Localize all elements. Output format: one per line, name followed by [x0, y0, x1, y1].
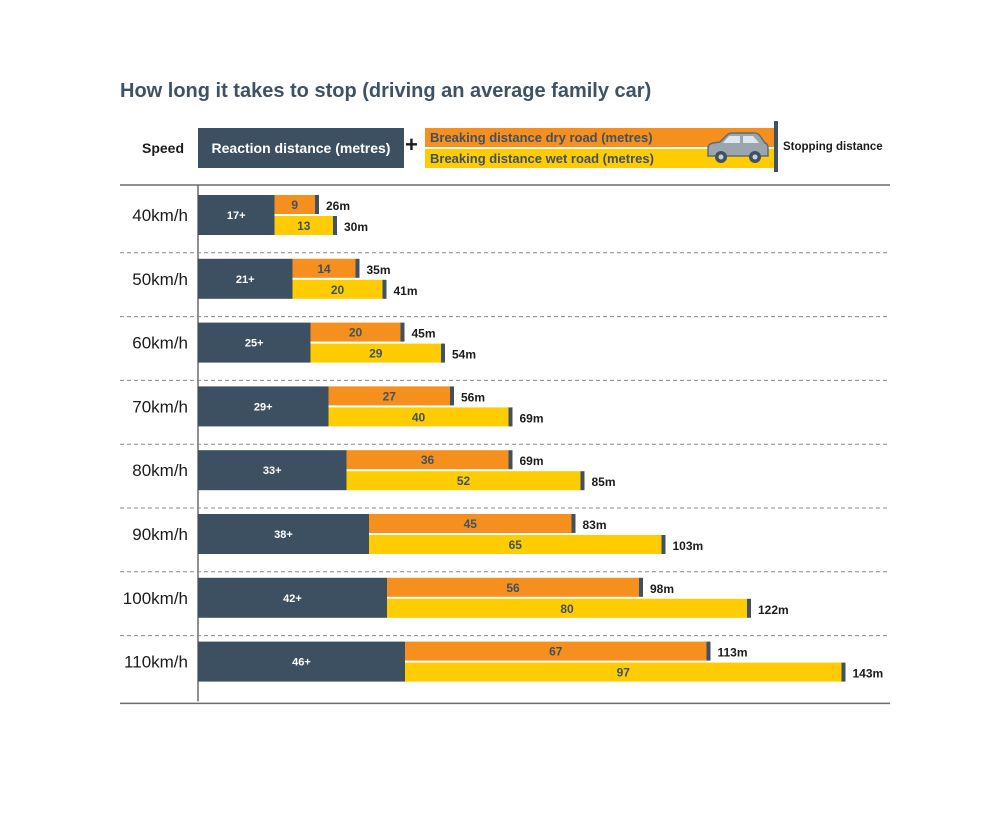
dry-value-label: 56	[506, 581, 520, 595]
reaction-value-label: 17+	[227, 210, 246, 222]
legend-braking-wet: Breaking distance wet road (metres)	[425, 149, 775, 168]
reaction-value-label: 46+	[292, 657, 311, 669]
wet-stopping-label: 85m	[592, 475, 616, 489]
wet-value-label: 97	[617, 666, 631, 680]
dry-stopping-label: 69m	[520, 454, 544, 468]
dry-braking-bar	[346, 450, 509, 470]
dry-braking-bar	[369, 514, 572, 533]
dry-stopping-label: 56m	[461, 390, 485, 404]
dry-braking-bar	[328, 386, 450, 406]
wet-stop-marker	[747, 598, 751, 618]
dry-stopping-label: 98m	[650, 582, 674, 596]
speed-label: 60km/h	[132, 334, 188, 353]
dry-stop-marker	[639, 577, 643, 597]
dry-braking-bar	[292, 258, 356, 278]
dry-braking-bar	[405, 641, 707, 661]
reaction-bar	[198, 514, 369, 554]
wet-stopping-label: 41m	[394, 284, 418, 298]
wet-stop-marker	[508, 407, 513, 427]
dry-stop-marker	[400, 322, 405, 342]
wet-value-label: 65	[509, 538, 523, 552]
reaction-bar	[198, 386, 329, 427]
wet-stop-marker	[580, 471, 585, 491]
wet-stop-marker	[441, 343, 445, 363]
dry-stop-marker	[450, 386, 454, 406]
dry-braking-bar	[310, 322, 401, 342]
dry-braking-bar	[387, 577, 639, 597]
wet-braking-bar	[310, 343, 441, 363]
reaction-bar	[198, 258, 293, 299]
dry-stopping-label: 26m	[326, 199, 350, 213]
legend-reaction-distance: Reaction distance (metres)	[198, 128, 404, 168]
wet-stopping-label: 143m	[853, 667, 884, 681]
dry-value-label: 14	[317, 262, 331, 276]
dry-stopping-label: 83m	[583, 518, 607, 532]
speed-label: 50km/h	[132, 270, 188, 289]
speed-label: 40km/h	[132, 206, 188, 225]
wet-braking-bar	[387, 598, 747, 618]
reaction-value-label: 33+	[263, 465, 282, 477]
wet-value-label: 40	[412, 410, 426, 424]
wet-braking-bar	[405, 662, 842, 682]
wet-stop-marker	[661, 535, 666, 554]
speed-label: 90km/h	[132, 525, 188, 544]
wet-value-label: 80	[560, 602, 574, 616]
wet-braking-bar	[274, 216, 333, 235]
legend-plus-sign: +	[405, 132, 418, 157]
dry-value-label: 27	[383, 389, 397, 403]
dry-value-label: 20	[349, 326, 363, 340]
wet-braking-bar	[346, 471, 581, 491]
reaction-bar	[198, 577, 387, 618]
reaction-bar	[198, 195, 275, 235]
wet-stop-marker	[841, 662, 846, 682]
speed-label: 80km/h	[132, 461, 188, 480]
reaction-bar	[198, 450, 347, 491]
reaction-bar	[198, 641, 405, 682]
dry-stopping-label: 113m	[718, 646, 748, 660]
car-icon	[704, 130, 772, 171]
dry-stop-marker	[315, 195, 319, 214]
reaction-value-label: 25+	[245, 338, 264, 350]
wet-stopping-label: 103m	[673, 539, 704, 553]
dry-stop-marker	[706, 641, 711, 661]
dry-value-label: 36	[421, 453, 435, 467]
speed-label: 110km/h	[124, 653, 188, 672]
reaction-value-label: 21+	[236, 274, 255, 286]
reaction-value-label: 29+	[254, 401, 273, 413]
dry-stop-marker	[355, 258, 360, 278]
wet-value-label: 13	[297, 219, 311, 233]
speed-label: 70km/h	[132, 397, 188, 416]
legend-stopping-distance: Stopping distance	[783, 141, 883, 153]
legend-braking-dry: Breaking distance dry road (metres)	[425, 128, 775, 147]
wet-value-label: 20	[331, 283, 345, 297]
wet-braking-bar	[328, 407, 509, 427]
wet-stopping-label: 54m	[452, 348, 476, 362]
dry-value-label: 9	[291, 198, 298, 212]
wet-value-label: 52	[457, 474, 471, 488]
dry-stopping-label: 45m	[412, 327, 436, 341]
dry-stop-marker	[571, 514, 576, 533]
dry-braking-bar	[274, 195, 315, 214]
legend-stopping-marker	[774, 121, 778, 172]
dry-value-label: 45	[464, 517, 478, 531]
wet-stop-marker	[333, 216, 337, 235]
wet-braking-bar	[292, 279, 383, 299]
wet-braking-bar	[369, 535, 662, 554]
legend: Speed Reaction distance (metres) + Break…	[0, 0, 1000, 180]
reaction-value-label: 38+	[274, 529, 293, 541]
wet-stop-marker	[382, 279, 387, 299]
dry-value-label: 67	[549, 645, 563, 659]
wet-value-label: 29	[369, 347, 383, 361]
reaction-value-label: 42+	[283, 593, 302, 605]
legend-speed-label: Speed	[142, 140, 185, 156]
speed-label: 100km/h	[123, 589, 188, 608]
dry-stop-marker	[508, 450, 513, 470]
reaction-bar	[198, 322, 311, 363]
dry-stopping-label: 35m	[367, 263, 391, 277]
chart-title: How long it takes to stop (driving an av…	[120, 80, 652, 102]
wet-stopping-label: 30m	[344, 220, 368, 234]
wet-stopping-label: 69m	[520, 411, 544, 425]
wet-stopping-label: 122m	[758, 603, 789, 617]
